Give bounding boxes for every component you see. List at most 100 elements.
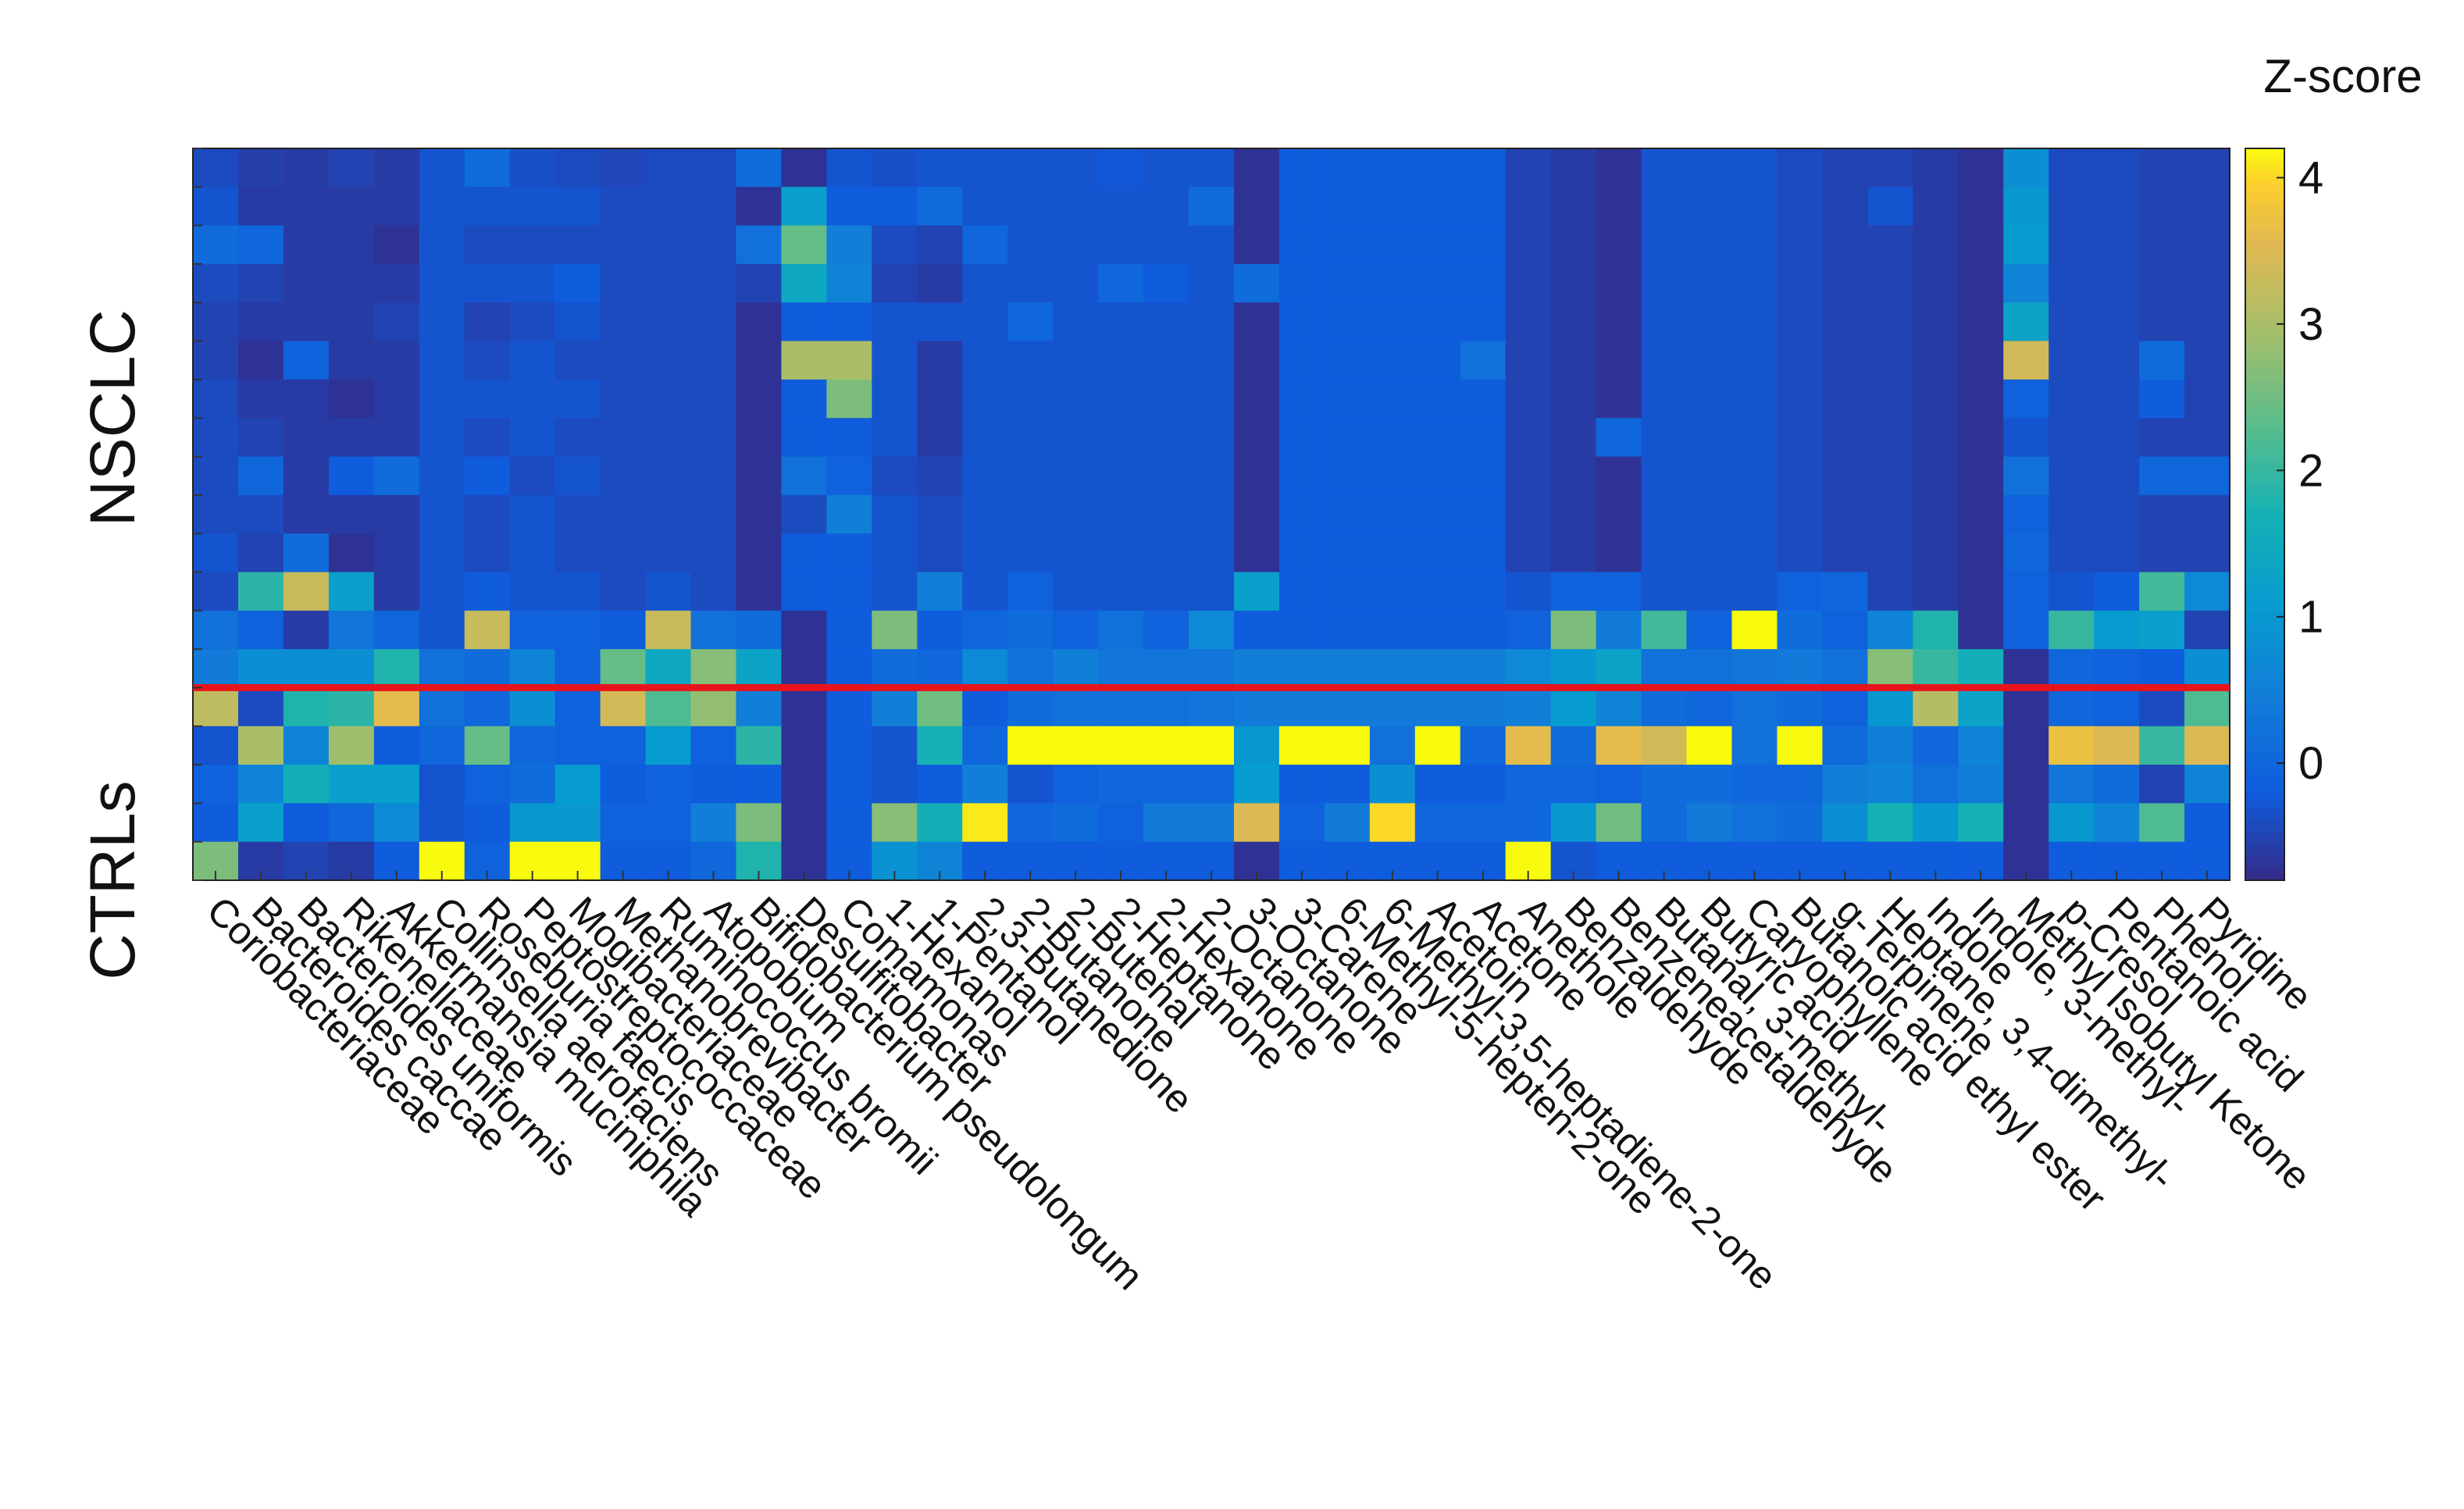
heatmap-cell: [419, 803, 465, 843]
heatmap-cell: [1958, 418, 2004, 458]
heatmap-cell: [1369, 418, 1416, 458]
heatmap-cell: [1414, 610, 1461, 650]
heatmap-cell: [1098, 302, 1144, 342]
heatmap-cell: [2003, 649, 2049, 689]
heatmap-cell: [1731, 726, 1778, 765]
heatmap-cell: [1098, 148, 1144, 187]
heatmap-cell: [1867, 687, 1913, 727]
heatmap-cell: [690, 803, 737, 843]
heatmap-cell: [1053, 494, 1099, 534]
heatmap-cell: [917, 765, 963, 804]
heatmap-cell: [2139, 379, 2185, 419]
heatmap-cell: [509, 494, 556, 534]
heatmap-cell: [962, 263, 1008, 303]
heatmap-cell: [645, 687, 692, 727]
heatmap-cell: [328, 263, 375, 303]
heatmap-cell: [826, 302, 872, 342]
heatmap-cell: [373, 687, 420, 727]
heatmap-cell: [645, 610, 692, 650]
colorbar-segment: [2245, 466, 2284, 473]
heatmap-cell: [1505, 302, 1552, 342]
heatmap-cell: [373, 263, 420, 303]
heatmap-cell: [1324, 572, 1371, 612]
heatmap-cell: [2139, 803, 2185, 843]
colorbar-segment: [2245, 197, 2284, 204]
heatmap-cell: [962, 456, 1008, 496]
colorbar-segment: [2245, 154, 2284, 162]
heatmap-cell: [690, 456, 737, 496]
heatmap-cell: [1867, 148, 1913, 187]
heatmap-cell: [1233, 341, 1280, 380]
heatmap-cell: [600, 649, 647, 689]
heatmap-cell: [1550, 263, 1597, 303]
heatmap-cell: [1143, 187, 1189, 227]
heatmap-cell: [2003, 533, 2049, 573]
heatmap-cell: [1369, 302, 1416, 342]
heatmap-cell: [2049, 263, 2095, 303]
heatmap-cell: [283, 187, 330, 227]
heatmap-cell: [1414, 494, 1461, 534]
heatmap-cell: [419, 726, 465, 765]
heatmap-cell: [736, 263, 783, 303]
heatmap-cell: [283, 765, 330, 804]
heatmap-cell: [1189, 803, 1235, 843]
colorbar-segment: [2245, 258, 2284, 265]
heatmap-cell: [1686, 379, 1733, 419]
heatmap-cell: [1369, 726, 1416, 765]
heatmap-cell: [781, 572, 827, 612]
heatmap-cell: [464, 456, 511, 496]
heatmap-cell: [1233, 726, 1280, 765]
heatmap-cell: [826, 649, 872, 689]
heatmap-cell: [917, 302, 963, 342]
heatmap-cell: [736, 225, 783, 265]
heatmap-cell: [1053, 379, 1099, 419]
heatmap-cell: [2003, 610, 2049, 650]
heatmap-cell: [781, 187, 827, 227]
heatmap-cell: [509, 533, 556, 573]
heatmap-cell: [554, 649, 601, 689]
colorbar-segment: [2245, 630, 2284, 637]
heatmap-cell: [1189, 533, 1235, 573]
heatmap-cell: [2094, 263, 2140, 303]
colorbar-segment: [2245, 746, 2284, 753]
heatmap-cell: [1822, 649, 1868, 689]
colorbar-segment: [2245, 276, 2284, 284]
heatmap-cell: [826, 341, 872, 380]
heatmap-cell: [373, 649, 420, 689]
heatmap-cell: [872, 803, 918, 843]
heatmap-cell: [736, 302, 783, 342]
heatmap-cell: [328, 225, 375, 265]
heatmap-cell: [1777, 418, 1823, 458]
heatmap-cell: [1189, 148, 1235, 187]
heatmap-cell: [1324, 803, 1371, 843]
heatmap-cell: [1686, 610, 1733, 650]
heatmap-cell: [962, 687, 1008, 727]
heatmap-cell: [1596, 533, 1642, 573]
heatmap-cell: [554, 572, 601, 612]
heatmap-cell: [781, 379, 827, 419]
colorbar-segment: [2245, 307, 2284, 314]
heatmap-cell: [1189, 572, 1235, 612]
heatmap-cell: [917, 572, 963, 612]
colorbar-segment: [2245, 404, 2284, 412]
heatmap-cell: [1414, 379, 1461, 419]
heatmap-cell: [1958, 610, 2004, 650]
heatmap-cell: [193, 263, 239, 303]
colorbar-segment: [2245, 685, 2284, 692]
heatmap-cell: [1958, 803, 2004, 843]
heatmap-cell: [283, 225, 330, 265]
heatmap-cell: [1098, 533, 1144, 573]
heatmap-cell: [237, 803, 284, 843]
colorbar-segment: [2245, 532, 2284, 540]
heatmap-cell: [600, 572, 647, 612]
heatmap-cell: [1460, 726, 1507, 765]
colorbar-segment: [2245, 618, 2284, 625]
colorbar-segment: [2245, 783, 2284, 790]
heatmap-cell: [1278, 726, 1325, 765]
heatmap-cell: [1189, 610, 1235, 650]
heatmap-cell: [419, 765, 465, 804]
heatmap-cell: [736, 341, 783, 380]
heatmap-cell: [373, 225, 420, 265]
heatmap-cell: [826, 225, 872, 265]
group-label: CTRLs: [77, 780, 148, 979]
